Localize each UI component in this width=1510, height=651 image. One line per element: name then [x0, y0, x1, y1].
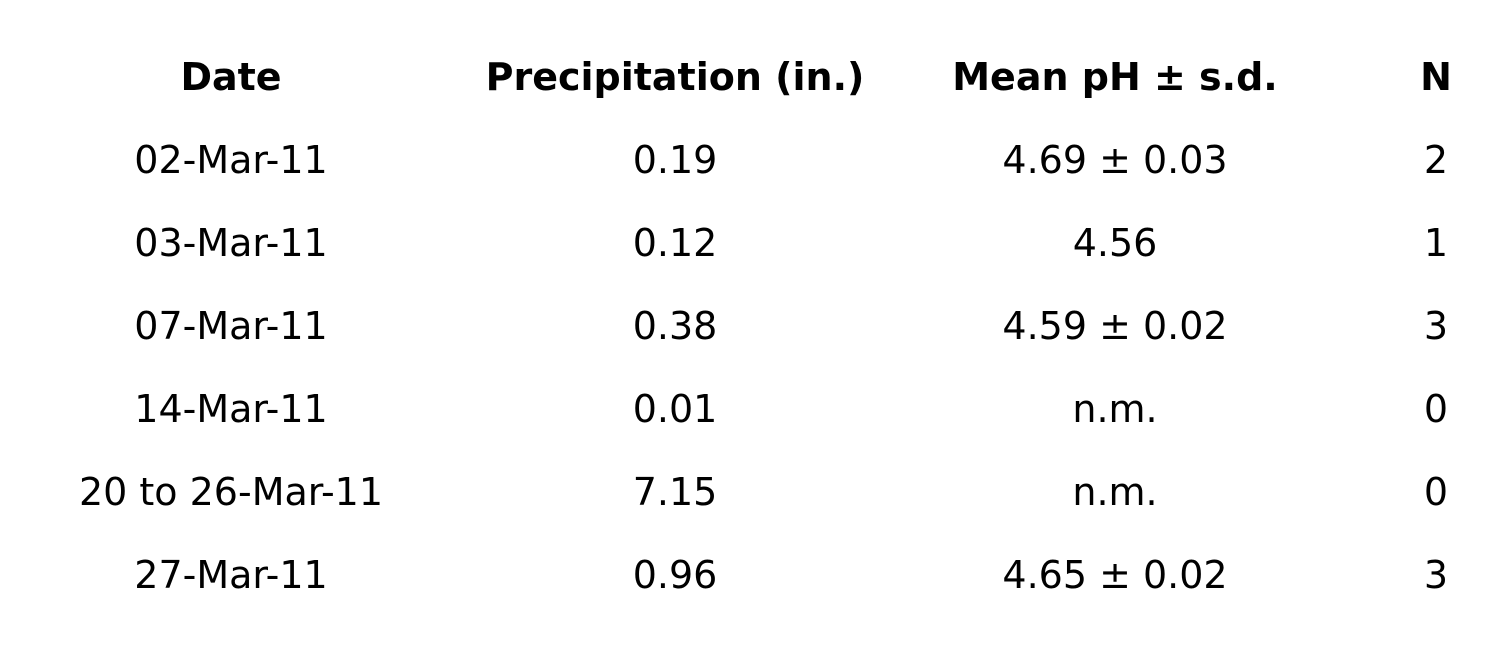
table-cell: 4.59 ± 0.02 [1002, 304, 1228, 348]
table-cell: 14-Mar-11 [134, 387, 328, 431]
column-header: Precipitation (in.) [485, 55, 865, 99]
table-cell: 07-Mar-11 [134, 304, 328, 348]
table-cell: 03-Mar-11 [134, 221, 328, 265]
table-cell: 0 [1423, 470, 1449, 514]
table-cell: 02-Mar-11 [134, 138, 328, 182]
table-cell: 4.65 ± 0.02 [1002, 553, 1228, 597]
table-cell: 4.56 [1072, 221, 1158, 265]
table-cell: 1 [1423, 221, 1449, 265]
table-cell: 7.15 [632, 470, 718, 514]
table-cell: 0.96 [632, 553, 718, 597]
table-cell: 27-Mar-11 [134, 553, 328, 597]
table-cell: 2 [1423, 138, 1449, 182]
table-cell: 4.69 ± 0.03 [1002, 138, 1228, 182]
table-cell: 0.01 [632, 387, 718, 431]
table-cell: n.m. [1072, 387, 1158, 431]
table-cell: 0.19 [632, 138, 718, 182]
column-header: Mean pH ± s.d. [952, 55, 1278, 99]
table-cell: 3 [1423, 304, 1449, 348]
column-header: N [1420, 55, 1452, 99]
table-cell: n.m. [1072, 470, 1158, 514]
table-cell: 3 [1423, 553, 1449, 597]
table-cell: 0 [1423, 387, 1449, 431]
table-cell: 0.38 [632, 304, 718, 348]
table-cell: 0.12 [632, 221, 718, 265]
table-cell: 20 to 26-Mar-11 [78, 470, 384, 514]
column-header: Date [180, 55, 282, 99]
